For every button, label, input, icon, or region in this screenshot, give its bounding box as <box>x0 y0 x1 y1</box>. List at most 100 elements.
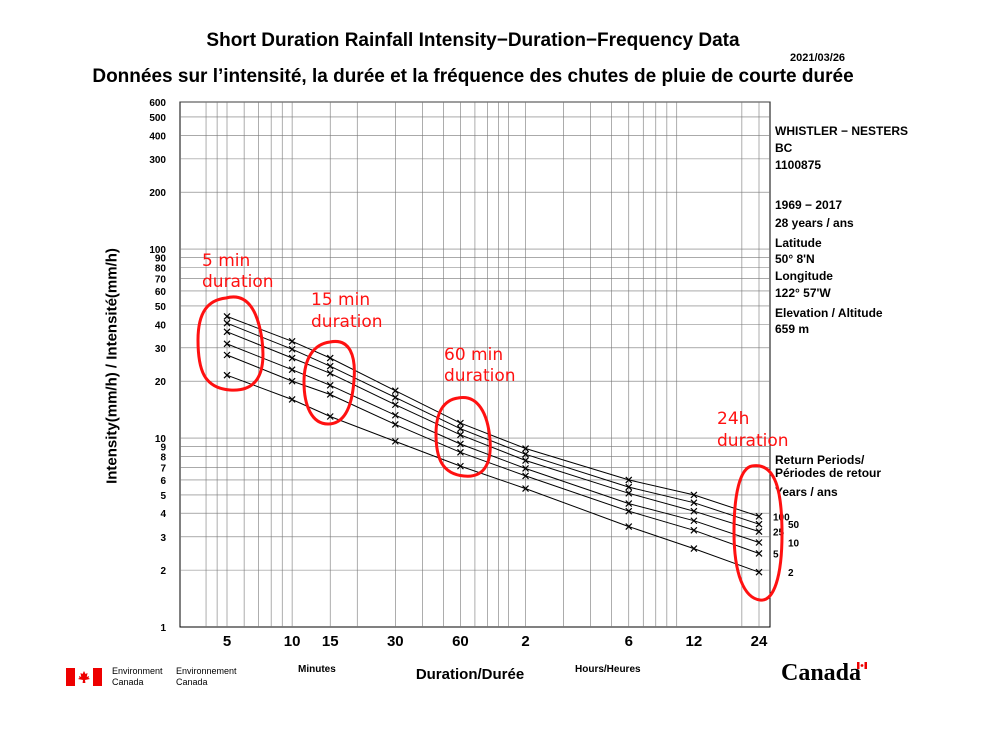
data-point <box>690 526 698 534</box>
data-point <box>625 500 633 507</box>
dept-fr: Environnement Canada <box>176 666 237 688</box>
data-point <box>690 507 698 515</box>
data-point <box>755 568 763 576</box>
data-point <box>522 457 529 464</box>
data-point <box>625 523 633 530</box>
y-tick-label: 10 <box>155 434 167 445</box>
data-point <box>223 319 231 327</box>
minutes-label: Minutes <box>298 664 336 675</box>
data-point <box>326 369 334 377</box>
return-period-label: 2 <box>788 568 794 579</box>
longitude-label: Longitude <box>775 269 833 283</box>
y-tick-label: 7 <box>160 463 166 474</box>
y-tick-label: 30 <box>155 344 167 355</box>
y-tick-label: 600 <box>149 98 166 109</box>
data-point <box>625 483 633 491</box>
x-tick-label: 2 <box>521 633 529 650</box>
data-point <box>690 499 698 507</box>
x-tick-label: 30 <box>387 633 404 650</box>
data-point <box>391 387 399 395</box>
annotation-circle-24h <box>732 464 784 602</box>
wordmark-flag-icon <box>857 662 867 669</box>
data-point <box>457 462 464 470</box>
data-point <box>522 485 529 493</box>
annotation-circle-60min <box>434 396 492 478</box>
data-point <box>625 507 633 515</box>
station-name: WHISTLER − NESTERS <box>775 124 909 138</box>
data-point <box>625 489 633 497</box>
data-point <box>755 528 763 535</box>
station-province: BC <box>775 141 793 155</box>
dept-en-line2: Canada <box>112 677 144 687</box>
canada-wordmark: Canada <box>781 660 862 686</box>
data-point <box>457 425 464 433</box>
data-point <box>223 328 231 336</box>
x-tick-labels: 5 10 15 30 60 2 6 12 24 <box>223 633 768 650</box>
data-point <box>391 411 399 419</box>
data-point <box>223 313 231 320</box>
chart-title-fr: Données sur l’intensité, la durée et la … <box>92 66 854 87</box>
data-point <box>391 401 399 409</box>
data-point <box>391 437 399 445</box>
y-tick-label: 4 <box>160 509 166 520</box>
x-axis-label: Duration/Durée <box>415 666 525 683</box>
y-tick-label: 8 <box>160 452 166 463</box>
data-point <box>690 517 698 525</box>
y-tick-label: 400 <box>149 131 166 142</box>
data-point <box>391 421 399 428</box>
data-point <box>755 550 763 557</box>
y-tick-label: 60 <box>155 287 167 298</box>
data-point <box>223 351 231 359</box>
data-point <box>288 337 296 345</box>
data-point <box>288 366 296 374</box>
station-years: 1969 − 2017 <box>775 198 843 212</box>
return-period-label: 25 <box>773 528 785 539</box>
y-tick-label: 20 <box>155 377 167 388</box>
y-tick-label: 40 <box>155 320 167 331</box>
return-periods-label-fr: Périodes de retour <box>775 466 882 480</box>
return-period-label: 10 <box>788 538 800 549</box>
dept-en-line1: Environment <box>112 666 163 676</box>
data-point <box>326 354 334 362</box>
y-tick-label: 3 <box>160 533 166 544</box>
y-tick-label: 5 <box>160 491 166 502</box>
station-n-years: 28 years / ans <box>775 216 854 230</box>
data-point <box>288 377 296 385</box>
annotation-circle-15min <box>302 340 356 426</box>
annotation-circle-5min <box>196 295 265 392</box>
annotation-15min-line1: 15 min <box>311 290 370 310</box>
y-tick-label: 9 <box>160 443 166 454</box>
elevation-value: 659 m <box>775 322 810 336</box>
data-point <box>326 362 334 370</box>
data-point <box>288 396 296 403</box>
dept-fr-line2: Canada <box>176 677 208 687</box>
chart-title-en: Short Duration Rainfall Intensity−Durati… <box>206 30 740 51</box>
data-point <box>457 440 464 448</box>
latitude-value: 50° 8'N <box>775 252 815 266</box>
data-point <box>288 354 296 362</box>
x-tick-label: 24 <box>751 633 768 650</box>
chart-grid <box>179 101 771 628</box>
y-tick-label: 90 <box>155 254 167 265</box>
station-id: 1100875 <box>775 158 822 172</box>
data-point <box>223 371 231 379</box>
data-point <box>522 450 529 458</box>
annotation-15min-line2: duration <box>311 312 383 332</box>
data-point <box>522 465 529 472</box>
annotation-24h-line2: duration <box>717 431 789 451</box>
return-periods-label-en: Return Periods/ <box>775 453 865 467</box>
y-tick-label: 80 <box>155 263 167 274</box>
annotation-60min-line2: duration <box>444 366 516 386</box>
y-tick-label: 70 <box>155 274 167 285</box>
y-tick-label: 50 <box>155 302 167 313</box>
report-date: 2021/03/26 <box>790 52 846 64</box>
data-point <box>223 340 231 348</box>
y-tick-label: 1 <box>160 623 166 634</box>
x-tick-label: 12 <box>686 633 703 650</box>
data-point <box>522 472 529 480</box>
data-point <box>755 520 763 528</box>
data-point <box>326 381 334 389</box>
data-point <box>288 345 296 353</box>
